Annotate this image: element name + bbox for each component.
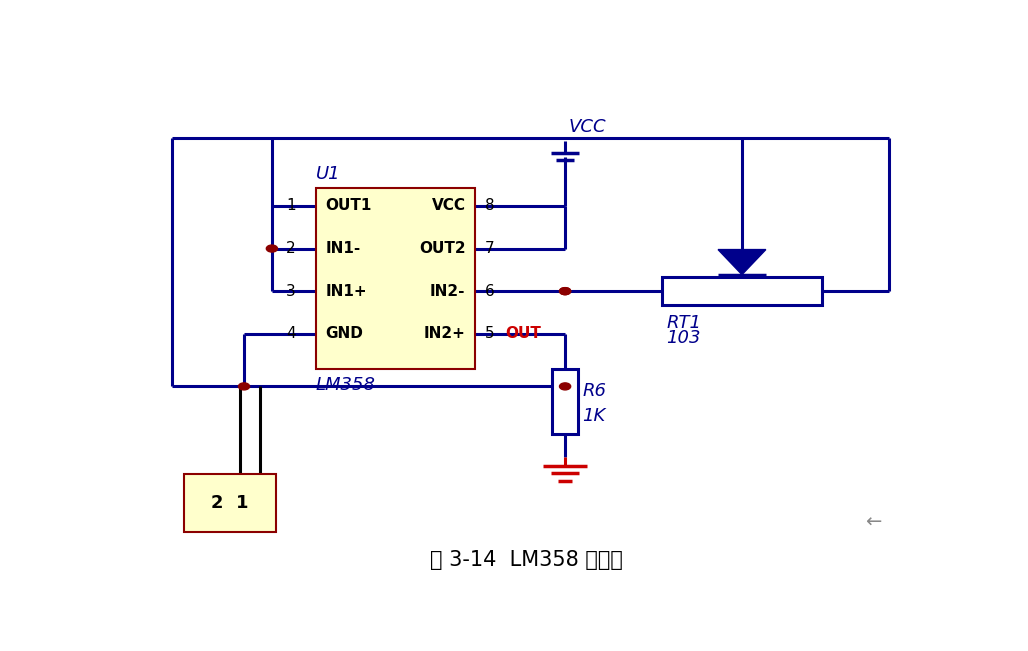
Text: 2  1: 2 1 [212,494,249,512]
Text: ←: ← [866,512,882,531]
Text: IN1-: IN1- [325,241,361,256]
Text: 8: 8 [484,199,494,214]
Text: 1: 1 [286,199,296,214]
Bar [552,369,578,434]
Polygon shape [718,249,766,275]
Circle shape [559,288,571,295]
Text: LM358: LM358 [316,376,375,395]
Text: RT1: RT1 [666,314,701,332]
Circle shape [238,383,250,390]
Text: IN2-: IN2- [430,284,466,299]
Text: GND: GND [325,326,363,341]
Text: 2: 2 [286,241,296,256]
Text: 图 3-14  LM358 原理图: 图 3-14 LM358 原理图 [431,550,623,570]
Circle shape [266,245,278,252]
Bar [662,277,821,305]
Text: VCC: VCC [570,118,607,136]
Text: 6: 6 [484,284,494,299]
Text: VCC: VCC [432,199,466,214]
Text: 3: 3 [286,284,296,299]
Text: U1: U1 [316,165,340,184]
Circle shape [559,383,571,390]
Text: 7: 7 [484,241,494,256]
Text: IN2+: IN2+ [424,326,466,341]
Bar [316,188,475,369]
Bar [184,474,276,532]
Text: 1K: 1K [583,408,605,426]
Text: OUT1: OUT1 [325,199,372,214]
Text: OUT: OUT [506,326,541,341]
Text: 103: 103 [666,329,701,347]
Text: 5: 5 [484,326,494,341]
Text: R6: R6 [583,382,607,400]
Text: 4: 4 [286,326,296,341]
Text: OUT2: OUT2 [418,241,466,256]
Text: IN1+: IN1+ [325,284,367,299]
Circle shape [559,288,571,295]
